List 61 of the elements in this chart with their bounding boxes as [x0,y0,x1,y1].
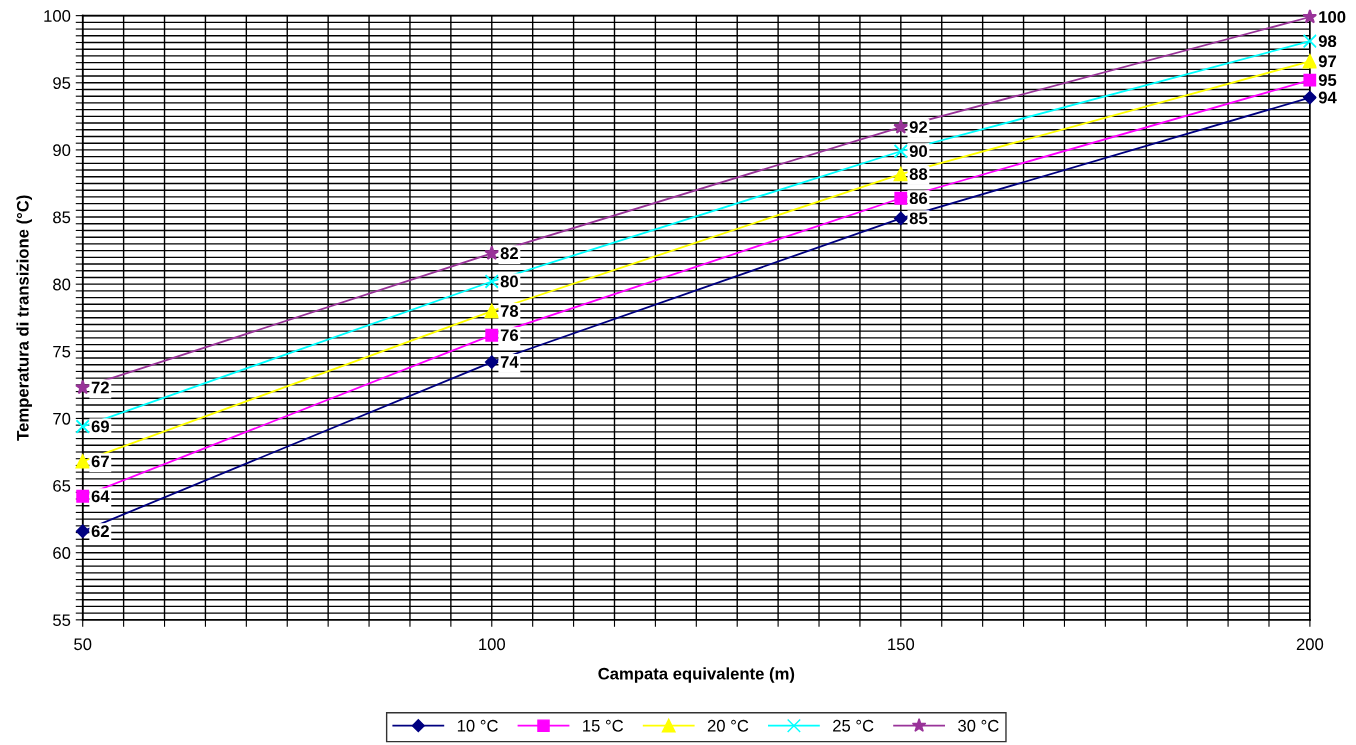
data-label: 98 [1318,35,1337,48]
point [893,166,908,182]
y-tick-label: 70 [53,412,71,425]
data-label: 69 [91,420,109,433]
point [1303,73,1317,87]
point [893,144,908,159]
y-tick-label: 95 [53,77,71,89]
point [484,303,499,319]
x-tick-label: 50 [74,638,92,651]
legend-label: 25 °C [833,719,874,732]
data-label: 97 [1318,55,1337,68]
y-tick-label: 65 [53,479,71,492]
y-tick-label: 90 [53,144,71,157]
point [893,119,909,134]
data-label: 76 [500,329,519,342]
legend-label: 20 °C [707,719,749,732]
x-axis-title: Campata equivalente (m) [598,667,795,683]
point [76,489,90,503]
data-label: 74 [500,356,519,368]
point [894,211,908,226]
y-tick-label: 100 [44,10,71,22]
point [1302,9,1318,24]
data-label: 100 [1319,11,1346,23]
point [484,355,499,369]
data-label: 86 [909,192,928,205]
point [75,524,90,539]
data-label: 78 [500,305,519,317]
point [894,191,908,205]
point [1303,90,1317,105]
data-label: 67 [91,455,109,468]
y-tick-label: 55 [53,614,71,627]
data-label: 95 [1318,74,1337,86]
data-label: 90 [909,145,928,158]
y-axis-title: Temperatura di transizione (°C) [16,195,32,441]
x-tick-label: 100 [479,638,506,651]
point [75,454,90,469]
data-label: 85 [909,212,928,225]
data-label: 62 [91,525,109,538]
point [485,328,499,342]
legend-label: 30 °C [958,719,999,732]
y-tick-label: 85 [53,211,71,224]
data-label: 64 [91,490,110,503]
y-tick-label: 80 [53,278,71,291]
point [1302,54,1318,69]
y-tick-label: 75 [53,345,71,358]
legend-label: 15 °C [583,719,624,732]
legend-label: 10 °C [457,719,498,732]
data-label: 80 [500,275,518,288]
data-label: 72 [91,381,109,394]
data-label: 92 [909,121,928,133]
x-tick-label: 150 [888,638,915,651]
data-label: 94 [1318,91,1337,104]
point [484,274,499,289]
point [75,379,91,395]
y-tick-label: 60 [53,547,71,559]
x-tick-label: 200 [1296,638,1324,651]
point [1302,34,1318,49]
data-label: 82 [500,247,518,260]
point [75,419,90,434]
data-label: 88 [909,168,928,180]
point [484,245,500,260]
